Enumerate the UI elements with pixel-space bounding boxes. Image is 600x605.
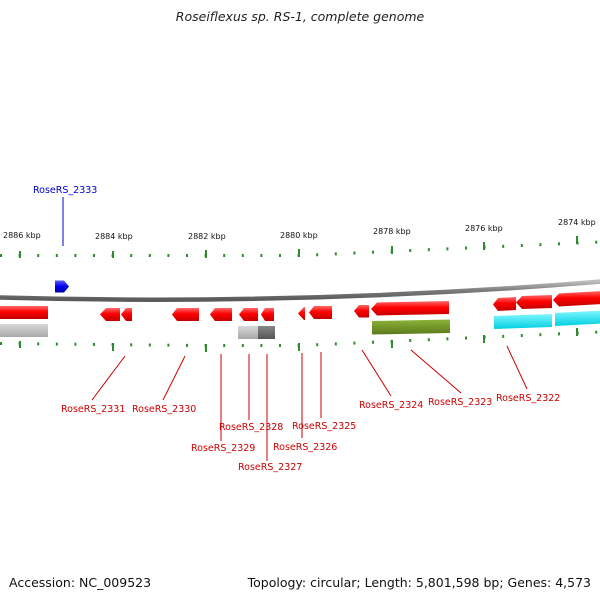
scale-tick-2874: 2874 kbp	[558, 218, 596, 244]
genome-backbone	[0, 279, 600, 302]
gene-label-RoseRS_2324: RoseRS_2324	[359, 400, 423, 411]
feature-cyan-2322	[494, 314, 552, 329]
gene-label-RoseRS_2328: RoseRS_2328	[219, 422, 283, 433]
scale-label-2884: 2884 kbp	[95, 232, 133, 241]
scale-tick-2882: 2882 kbp	[188, 232, 226, 258]
gene-label-RoseRS_2333: RoseRS_2333	[33, 185, 97, 196]
feature-track	[0, 310, 600, 339]
gene-RoseRS_2327[interactable]: RoseRS_2327	[238, 308, 302, 473]
gene-RoseRS_2322[interactable]: RoseRS_2322	[493, 297, 560, 404]
gene-RoseRS_2326[interactable]: RoseRS_2326	[273, 307, 337, 453]
gene-RoseRS_2325[interactable]: RoseRS_2325	[292, 306, 356, 432]
upper-scale: 2886 kbp 2884 kbp 2882 kbp 2880 kbp 2878…	[0, 218, 598, 258]
scale-label-2882: 2882 kbp	[188, 232, 226, 241]
feature-darkgray-2327	[258, 326, 275, 339]
genome-title: Roseiflexus sp. RS-1, complete genome	[175, 9, 425, 24]
feature-gray-2328	[238, 326, 258, 339]
feature-olive-2323	[372, 319, 450, 335]
gene-label-RoseRS_2325: RoseRS_2325	[292, 421, 356, 432]
accession-label: Accession: NC_009523	[9, 575, 152, 590]
gene-RoseRS_2328[interactable]: RoseRS_2328	[219, 308, 283, 433]
gene-label-RoseRS_2327: RoseRS_2327	[238, 462, 302, 473]
scale-tick-2886: 2886 kbp	[3, 231, 41, 258]
gene-label-RoseRS_2330: RoseRS_2330	[132, 404, 196, 415]
gene-RoseRS_2331[interactable]: RoseRS_2331	[61, 308, 132, 415]
gene-partial-right[interactable]	[516, 291, 600, 309]
gene-label-RoseRS_2323: RoseRS_2323	[428, 397, 492, 408]
scale-label-2874: 2874 kbp	[558, 218, 596, 227]
gene-RoseRS_2333[interactable]: RoseRS_2333	[33, 185, 97, 293]
feature-cyan-right	[555, 310, 600, 326]
gene-label-RoseRS_2329: RoseRS_2329	[191, 443, 255, 454]
scale-label-2878: 2878 kbp	[373, 227, 411, 236]
gene-arrow-RoseRS_2333	[55, 280, 69, 293]
scale-label-2886: 2886 kbp	[3, 231, 41, 240]
scale-tick-2878: 2878 kbp	[373, 227, 411, 254]
scale-tick-2884: 2884 kbp	[95, 232, 133, 258]
scale-label-2876: 2876 kbp	[465, 224, 503, 233]
gene-RoseRS_2323[interactable]: RoseRS_2323	[371, 301, 492, 408]
lower-scale	[0, 328, 598, 352]
feature-gray-left	[0, 324, 48, 337]
gene-partial-left[interactable]	[0, 306, 48, 319]
scale-tick-2876: 2876 kbp	[465, 224, 503, 250]
gene-RoseRS_2324[interactable]: RoseRS_2324	[354, 305, 423, 411]
gene-label-RoseRS_2322: RoseRS_2322	[496, 393, 560, 404]
genome-summary: Topology: circular; Length: 5,801,598 bp…	[247, 575, 591, 590]
gene-RoseRS_2329[interactable]: RoseRS_2329	[191, 308, 255, 454]
scale-tick-2880: 2880 kbp	[280, 231, 318, 257]
gene-label-RoseRS_2331: RoseRS_2331	[61, 404, 125, 415]
scale-label-2880: 2880 kbp	[280, 231, 318, 240]
gene-label-RoseRS_2326: RoseRS_2326	[273, 442, 337, 453]
gene-RoseRS_2330[interactable]: RoseRS_2330	[132, 308, 199, 415]
